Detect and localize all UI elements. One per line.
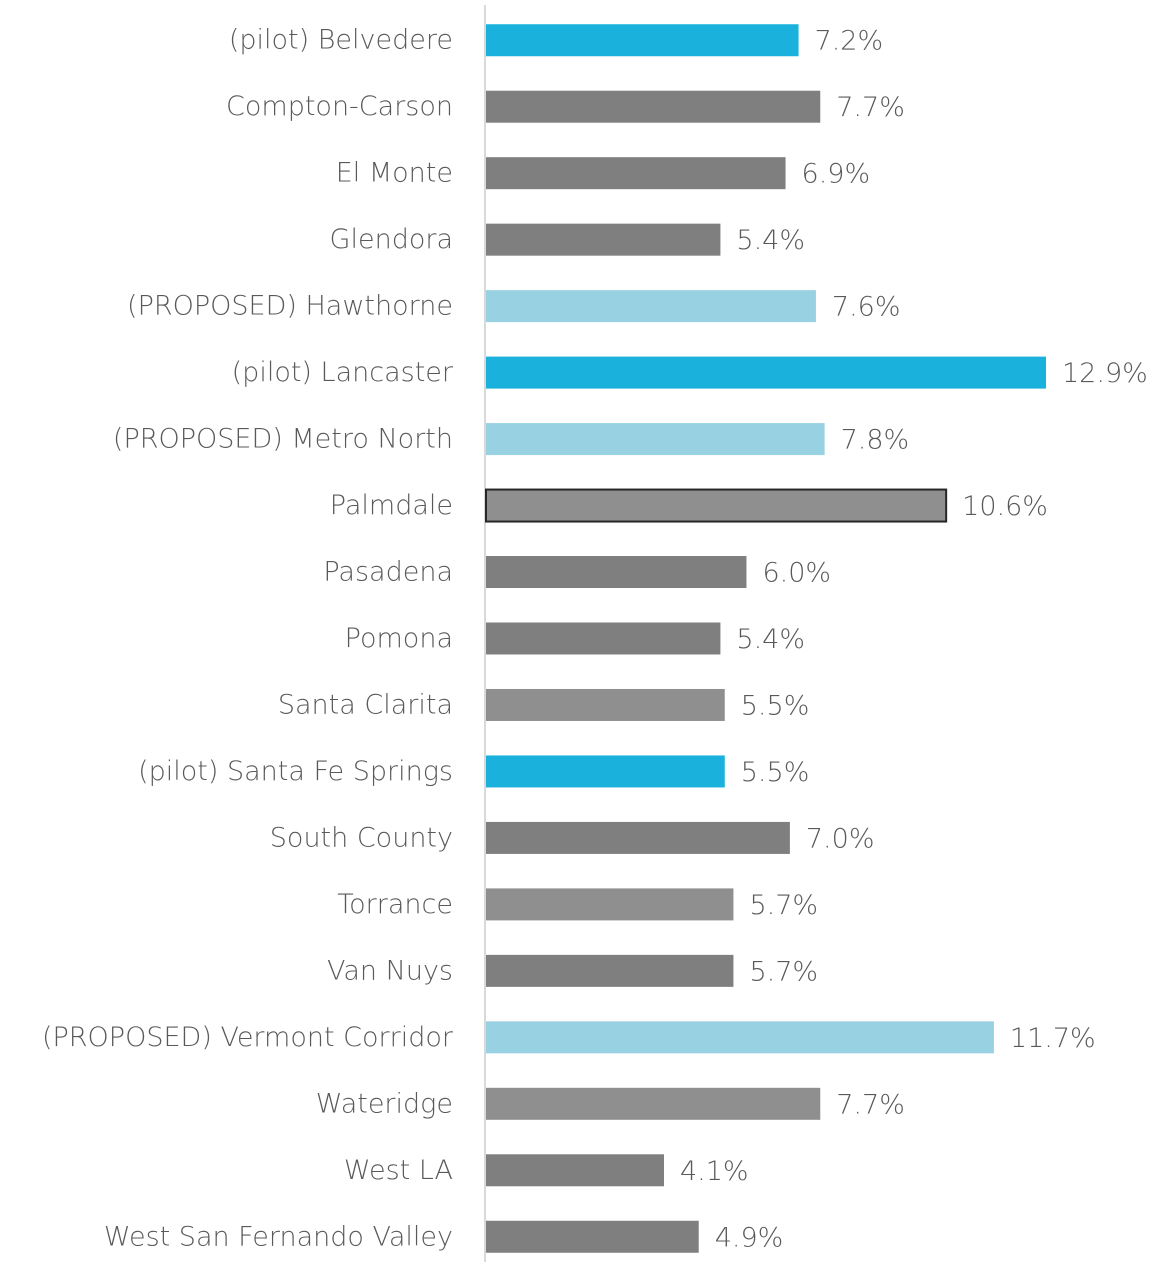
category-label: (PROPOSED) Hawthorne <box>127 291 453 322</box>
value-label: 5.4% <box>736 225 805 256</box>
bar <box>486 1021 994 1054</box>
category-label: Wateridge <box>316 1088 453 1119</box>
category-label: (pilot) Belvedere <box>229 25 453 56</box>
value-label: 5.5% <box>741 757 810 788</box>
value-label: 5.4% <box>736 624 805 655</box>
value-label: 6.9% <box>802 159 871 190</box>
value-label: 4.1% <box>680 1156 749 1187</box>
category-label: (pilot) Lancaster <box>232 357 454 388</box>
category-label: Van Nuys <box>327 955 453 986</box>
bar <box>486 1154 664 1187</box>
bar <box>486 1087 821 1120</box>
value-label: 5.7% <box>749 956 818 987</box>
value-label: 10.6% <box>962 491 1048 522</box>
value-label: 5.7% <box>749 890 818 921</box>
category-label: (PROPOSED) Vermont Corridor <box>42 1022 454 1053</box>
bar <box>486 821 790 854</box>
value-label: 7.7% <box>836 1089 905 1120</box>
category-label: (pilot) Santa Fe Springs <box>138 756 453 787</box>
bar <box>486 90 821 123</box>
category-label: (PROPOSED) Metro North <box>113 424 453 455</box>
category-label: Santa Clarita <box>278 689 453 720</box>
value-label: 7.2% <box>815 26 884 57</box>
bar <box>486 888 734 921</box>
bar <box>486 24 799 57</box>
bar <box>486 223 721 256</box>
bar <box>486 556 747 589</box>
value-label: 7.7% <box>836 92 905 123</box>
bar <box>486 290 816 323</box>
value-label: 6.0% <box>762 558 831 589</box>
bar <box>486 1220 699 1253</box>
value-label: 5.5% <box>741 690 810 721</box>
bar <box>486 688 725 721</box>
category-label: Torrance <box>337 889 453 920</box>
bar <box>486 157 786 190</box>
category-label: Compton-Carson <box>226 91 453 122</box>
category-label: Glendora <box>330 224 453 255</box>
category-label: West San Fernando Valley <box>104 1221 453 1252</box>
category-label: South County <box>270 822 453 853</box>
bar <box>485 488 948 523</box>
value-label: 11.7% <box>1010 1023 1096 1054</box>
value-label: 7.8% <box>841 425 910 456</box>
value-label: 7.0% <box>806 823 875 854</box>
bar <box>486 356 1046 389</box>
category-label: El Monte <box>336 158 453 189</box>
value-label: 12.9% <box>1062 358 1148 389</box>
category-label: Pasadena <box>323 557 453 588</box>
category-label: West LA <box>344 1155 453 1186</box>
bar <box>486 423 825 456</box>
bar <box>486 755 725 788</box>
bar <box>486 954 734 987</box>
bar <box>486 622 721 655</box>
value-label: 7.6% <box>832 292 901 323</box>
category-label: Pomona <box>345 623 453 654</box>
value-label: 4.9% <box>715 1222 784 1253</box>
category-label: Palmdale <box>330 490 453 521</box>
